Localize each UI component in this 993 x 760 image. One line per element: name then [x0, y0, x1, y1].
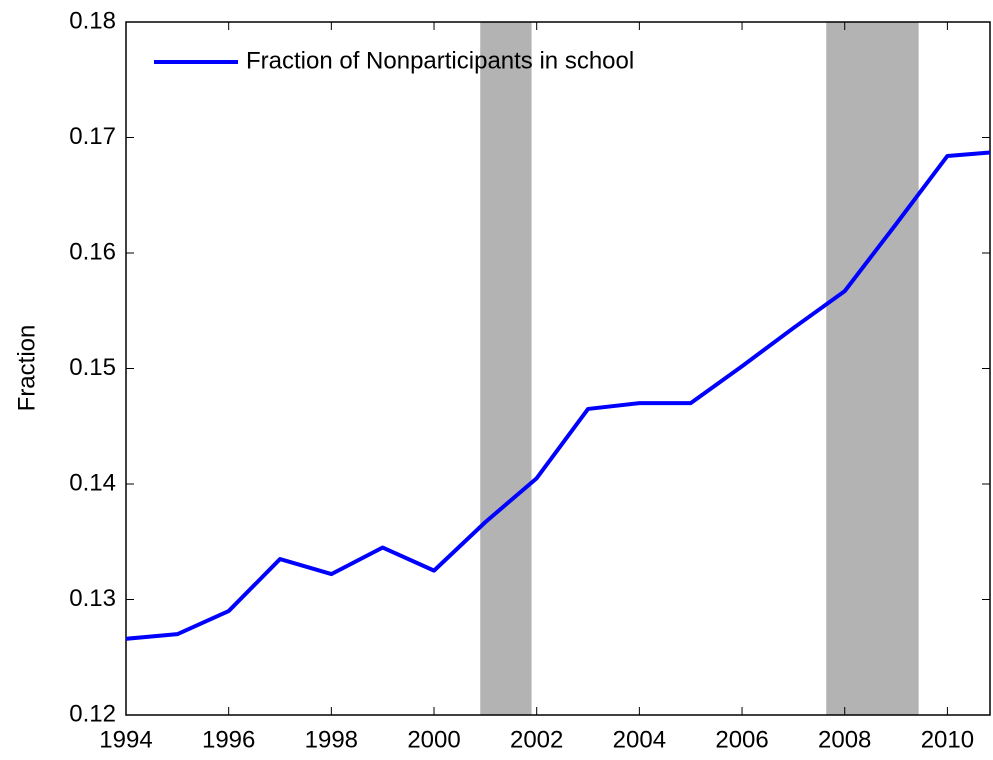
y-tick-label: 0.13	[69, 585, 116, 612]
y-axis-label: Fraction	[13, 325, 40, 412]
x-tick-label: 2004	[613, 726, 666, 753]
x-tick-label: 2010	[921, 726, 974, 753]
x-tick-label: 2002	[510, 726, 563, 753]
shaded-region	[480, 22, 532, 715]
y-tick-label: 0.18	[69, 7, 116, 34]
x-tick-label: 1998	[305, 726, 358, 753]
y-tick-label: 0.16	[69, 238, 116, 265]
plot-frame	[125, 21, 991, 716]
y-tick-label: 0.17	[69, 123, 116, 150]
x-tick-label: 2008	[818, 726, 871, 753]
y-tick-label: 0.12	[69, 700, 116, 727]
x-tick-label: 2006	[715, 726, 768, 753]
y-tick-label: 0.15	[69, 354, 116, 381]
x-tick-label: 2000	[407, 726, 460, 753]
x-tick-label: 1994	[99, 726, 152, 753]
shaded-region	[826, 22, 919, 715]
y-tick-label: 0.14	[69, 469, 116, 496]
legend-label: Fraction of Nonparticipants in school	[246, 47, 634, 74]
data-line	[125, 150, 991, 641]
x-tick-label: 1996	[202, 726, 255, 753]
